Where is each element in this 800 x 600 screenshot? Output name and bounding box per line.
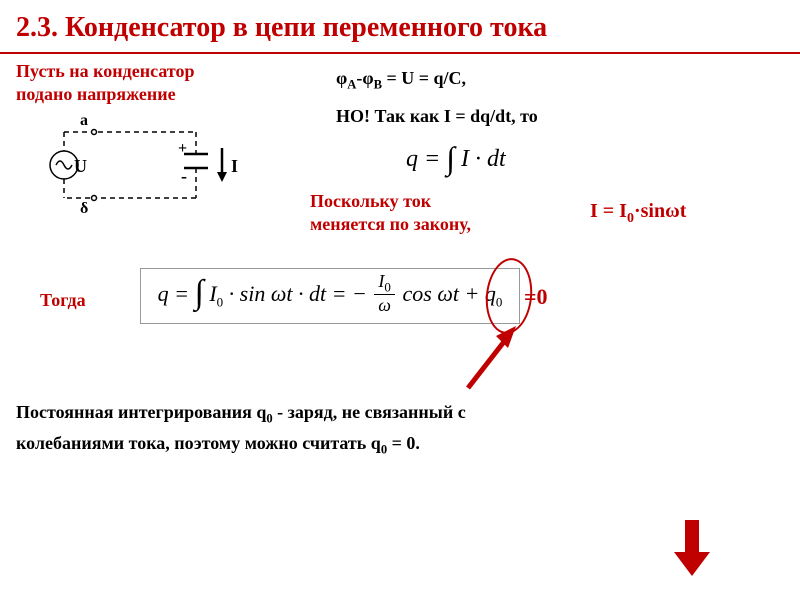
pointer-arrow	[460, 316, 530, 396]
voltage-label: U	[74, 156, 87, 177]
equation-sinusoid: I = I0·sinωt	[590, 200, 686, 227]
down-arrow-icon	[670, 518, 714, 578]
integral-sign-icon: ∫	[446, 140, 455, 177]
circuit-svg	[16, 118, 246, 213]
section-title: 2.3. Конденсатор в цепи переменного тока	[0, 0, 800, 54]
current-label: I	[231, 156, 238, 177]
node-label-a: а	[80, 112, 88, 130]
eqbox-rest: cos ωt + q	[403, 281, 496, 306]
frac-den: ω	[374, 295, 395, 317]
frac-num: I0	[374, 272, 395, 295]
law-caption: Поскольку ток меняется по закону,	[310, 190, 471, 237]
then-label: Тогда	[40, 290, 86, 311]
integral-sign-icon: ∫	[195, 274, 204, 312]
equation-integral-q: q = ∫ I · dt	[406, 142, 506, 179]
cap-plus: +	[178, 140, 187, 158]
equation-dqdt: НО! Так как I = dq/dt, то	[336, 106, 538, 127]
eq3-lhs: q =	[406, 146, 440, 172]
equals-zero: =0	[524, 284, 548, 310]
eqbox-lhs: q =	[158, 281, 189, 306]
eqbox-m1rest: · sin ωt · dt = −	[223, 281, 367, 306]
eq3-rhs: I · dt	[461, 146, 506, 172]
fraction: I0 ω	[374, 272, 395, 316]
eqbox-m1: I	[209, 281, 216, 306]
node-label-b: δ	[80, 200, 88, 218]
explanation-text: Постоянная интегрирования q0 - заряд, не…	[16, 398, 716, 459]
circuit-diagram: а δ U I + -	[16, 118, 246, 213]
intro-text: Пусть на конденсатор подано напряжение	[16, 60, 195, 107]
cap-minus: -	[181, 166, 187, 187]
equation-phi: φA-φB = U = q/C,	[336, 68, 466, 93]
